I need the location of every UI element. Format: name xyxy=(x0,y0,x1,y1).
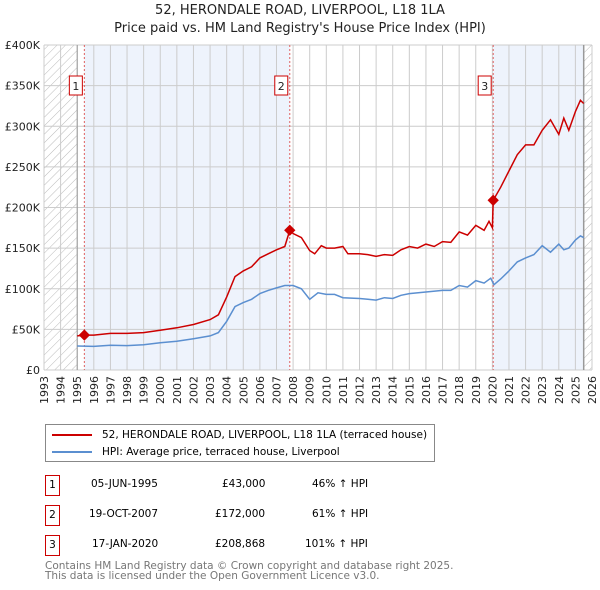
x-tick-label: 2006 xyxy=(254,376,267,404)
footer-copyright: Contains HM Land Registry data © Crown c… xyxy=(45,560,454,572)
chart-subtitle: Price paid vs. HM Land Registry's House … xyxy=(114,21,486,36)
y-tick-label: £400K xyxy=(5,39,41,52)
sale-marker-box xyxy=(274,75,289,96)
x-tick-label: 2026 xyxy=(586,376,599,404)
sale-marker-label: 3 xyxy=(481,80,488,93)
transaction-price: £172,000 xyxy=(215,508,266,520)
transaction-row: 1 05-JUN-1995 £43,000 46% ↑ HPI xyxy=(45,475,445,496)
legend-label-property: 52, HERONDALE ROAD, LIVERPOOL, L18 1LA (… xyxy=(102,429,428,441)
x-tick-label: 2020 xyxy=(486,376,499,404)
transaction-price: £43,000 xyxy=(222,478,266,490)
transaction-date: 17-JAN-2020 xyxy=(92,538,159,550)
x-tick-label: 2013 xyxy=(370,376,383,404)
transaction-date: 19-OCT-2007 xyxy=(89,508,158,520)
y-tick-label: £300K xyxy=(5,120,41,133)
x-tick-label: 2002 xyxy=(187,376,200,404)
x-tick-label: 2011 xyxy=(337,376,350,404)
x-tick-label: 1993 xyxy=(38,376,51,404)
x-tick-label: 2008 xyxy=(287,376,300,404)
x-tick-label: 2023 xyxy=(536,376,549,404)
x-tick-label: 1998 xyxy=(121,376,134,404)
sale-point xyxy=(284,224,296,236)
sale-marker-box xyxy=(477,75,492,96)
y-tick-label: £350K xyxy=(5,80,41,93)
legend-swatch-hpi xyxy=(52,451,92,453)
legend-label-hpi: HPI: Average price, terraced house, Live… xyxy=(102,446,340,458)
footer-licence: This data is licensed under the Open Gov… xyxy=(45,570,380,582)
x-tick-label: 2016 xyxy=(420,376,433,404)
transaction-marker: 1 xyxy=(45,475,60,496)
legend-item-hpi: HPI: Average price, terraced house, Live… xyxy=(52,444,340,460)
x-tick-label: 2024 xyxy=(553,376,566,404)
price-chart: 1993 1994 1995 1996 1997 1998 1999 2000 2001 2002… xyxy=(5,39,599,404)
sale-marker-label: 2 xyxy=(278,80,285,93)
transaction-hpi: 46% ↑ HPI xyxy=(312,478,369,490)
transaction-row: 2 19-OCT-2007 £172,000 61% ↑ HPI xyxy=(45,505,445,526)
legend-swatch-property xyxy=(52,434,92,436)
x-tick-label: 2017 xyxy=(437,376,450,404)
sale-point xyxy=(487,194,499,206)
x-tick-label: 2000 xyxy=(154,376,167,404)
x-tick-label: 2001 xyxy=(171,376,184,404)
x-tick-label: 2019 xyxy=(470,376,483,404)
x-tick-label: 2021 xyxy=(503,376,516,404)
hpi-line xyxy=(77,235,585,348)
x-tick-label: 2003 xyxy=(204,376,217,404)
y-tick-label: £50K xyxy=(12,323,41,336)
x-tick-label: 1994 xyxy=(55,376,68,404)
transaction-price: £208,868 xyxy=(215,538,266,550)
transaction-marker: 2 xyxy=(45,505,60,526)
x-tick-label: 2015 xyxy=(403,376,416,404)
footer: Contains HM Land Registry data © Crown c… xyxy=(45,560,454,582)
sale-marker-box xyxy=(68,75,83,96)
x-tick-label: 2022 xyxy=(520,376,533,404)
transaction-hpi: 61% ↑ HPI xyxy=(312,508,369,520)
x-tick-label: 2014 xyxy=(387,376,400,404)
x-tick-label: 2004 xyxy=(221,376,234,404)
chart-title: 52, HERONDALE ROAD, LIVERPOOL, L18 1LA xyxy=(155,3,445,18)
x-tick-label: 2010 xyxy=(320,376,333,404)
transaction-hpi: 101% ↑ HPI xyxy=(305,538,368,550)
x-tick-label: 2007 xyxy=(270,376,283,404)
y-tick-label: £150K xyxy=(5,242,41,255)
sale-marker-label: 1 xyxy=(72,80,79,93)
x-tick-label: 2009 xyxy=(304,376,317,404)
y-tick-label: £0 xyxy=(26,364,40,377)
x-tick-label: 2005 xyxy=(237,376,250,404)
legend: 52, HERONDALE ROAD, LIVERPOOL, L18 1LA (… xyxy=(45,424,435,462)
property-price-line xyxy=(77,99,585,337)
y-tick-label: £200K xyxy=(5,202,41,215)
x-tick-label: 2025 xyxy=(569,376,582,404)
x-tick-label: 1995 xyxy=(71,376,84,404)
transaction-date: 05-JUN-1995 xyxy=(91,478,158,490)
x-tick-label: 2018 xyxy=(453,376,466,404)
x-tick-label: 1999 xyxy=(138,376,151,404)
x-tick-label: 1996 xyxy=(88,376,101,404)
legend-item-property: 52, HERONDALE ROAD, LIVERPOOL, L18 1LA (… xyxy=(52,427,427,443)
x-tick-label: 1997 xyxy=(104,376,117,404)
y-tick-label: £100K xyxy=(5,283,41,296)
y-tick-label: £250K xyxy=(5,161,41,174)
x-tick-label: 2012 xyxy=(354,376,367,404)
transaction-marker: 3 xyxy=(45,535,60,556)
transaction-row: 3 17-JAN-2020 £208,868 101% ↑ HPI xyxy=(45,535,445,556)
